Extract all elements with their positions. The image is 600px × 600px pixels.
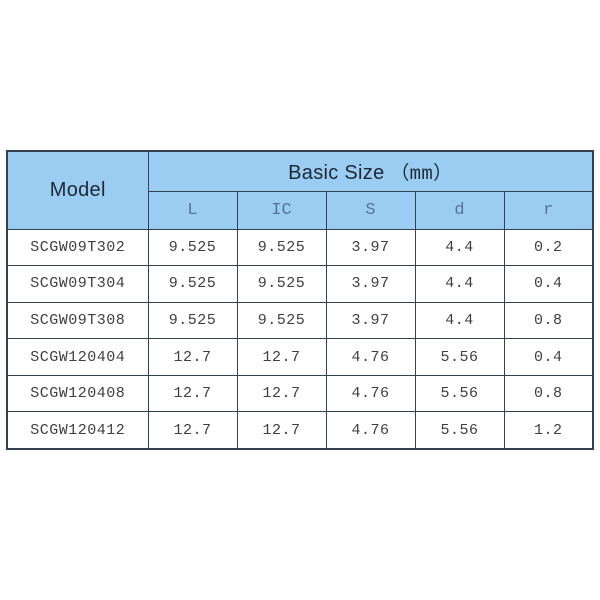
value-cell-d: 4.4: [414, 228, 505, 267]
value-cell-L: 9.525: [147, 301, 238, 340]
table-row: SCGW120408 12.7 12.7 4.76 5.56 0.8: [6, 374, 594, 413]
value-cell-IC: 9.525: [236, 228, 327, 267]
table-row: SCGW09T302 9.525 9.525 3.97 4.4 0.2: [6, 228, 594, 267]
model-cell: SCGW09T308: [6, 301, 149, 340]
column-header-L: L: [147, 190, 238, 230]
value-cell-IC: 12.7: [236, 411, 327, 450]
value-cell-d: 4.4: [414, 265, 505, 303]
value-cell-r: 0.8: [503, 301, 594, 340]
value-cell-L: 9.525: [147, 228, 238, 267]
model-cell: SCGW09T304: [6, 265, 149, 303]
basic-size-unit: （mm）: [390, 162, 453, 185]
value-cell-IC: 9.525: [236, 301, 327, 340]
value-cell-r: 1.2: [503, 411, 594, 450]
header-row-top: Model Basic Size （mm）: [6, 150, 594, 230]
basic-size-table: Model Basic Size （mm） L IC S d r SCGW09T…: [6, 150, 595, 450]
value-cell-IC: 12.7: [236, 338, 327, 376]
value-cell-d: 4.4: [414, 301, 505, 340]
table-row: SCGW09T308 9.525 9.525 3.97 4.4 0.8: [6, 301, 594, 340]
model-cell: SCGW120408: [6, 374, 149, 413]
value-cell-S: 3.97: [325, 265, 416, 303]
model-column-header: Model: [6, 150, 149, 230]
table-row: SCGW120404 12.7 12.7 4.76 5.56 0.4: [6, 338, 594, 376]
column-header-r: r: [503, 190, 594, 230]
value-cell-S: 4.76: [325, 411, 416, 450]
value-cell-d: 5.56: [414, 374, 505, 413]
basic-size-header: Basic Size （mm）: [147, 150, 594, 192]
table-row: SCGW09T304 9.525 9.525 3.97 4.4 0.4: [6, 265, 594, 303]
value-cell-r: 0.2: [503, 228, 594, 267]
column-header-d: d: [414, 190, 505, 230]
model-cell: SCGW09T302: [6, 228, 149, 267]
value-cell-S: 3.97: [325, 228, 416, 267]
value-cell-L: 12.7: [147, 374, 238, 413]
value-cell-r: 0.4: [503, 265, 594, 303]
value-cell-IC: 9.525: [236, 265, 327, 303]
header-row-sub: L IC S d r: [7, 190, 594, 230]
value-cell-d: 5.56: [414, 338, 505, 376]
model-cell: SCGW120412: [6, 411, 149, 450]
model-cell: SCGW120404: [6, 338, 149, 376]
value-cell-IC: 12.7: [236, 374, 327, 413]
value-cell-d: 5.56: [414, 411, 505, 450]
value-cell-r: 0.4: [503, 338, 594, 376]
column-header-IC: IC: [236, 190, 327, 230]
value-cell-S: 3.97: [325, 301, 416, 340]
value-cell-L: 9.525: [147, 265, 238, 303]
basic-size-label: Basic Size: [288, 161, 385, 184]
column-header-S: S: [325, 190, 416, 230]
value-cell-S: 4.76: [325, 338, 416, 376]
value-cell-r: 0.8: [503, 374, 594, 413]
value-cell-L: 12.7: [147, 338, 238, 376]
value-cell-S: 4.76: [325, 374, 416, 413]
value-cell-L: 12.7: [147, 411, 238, 450]
table-row: SCGW120412 12.7 12.7 4.76 5.56 1.2: [6, 411, 594, 450]
